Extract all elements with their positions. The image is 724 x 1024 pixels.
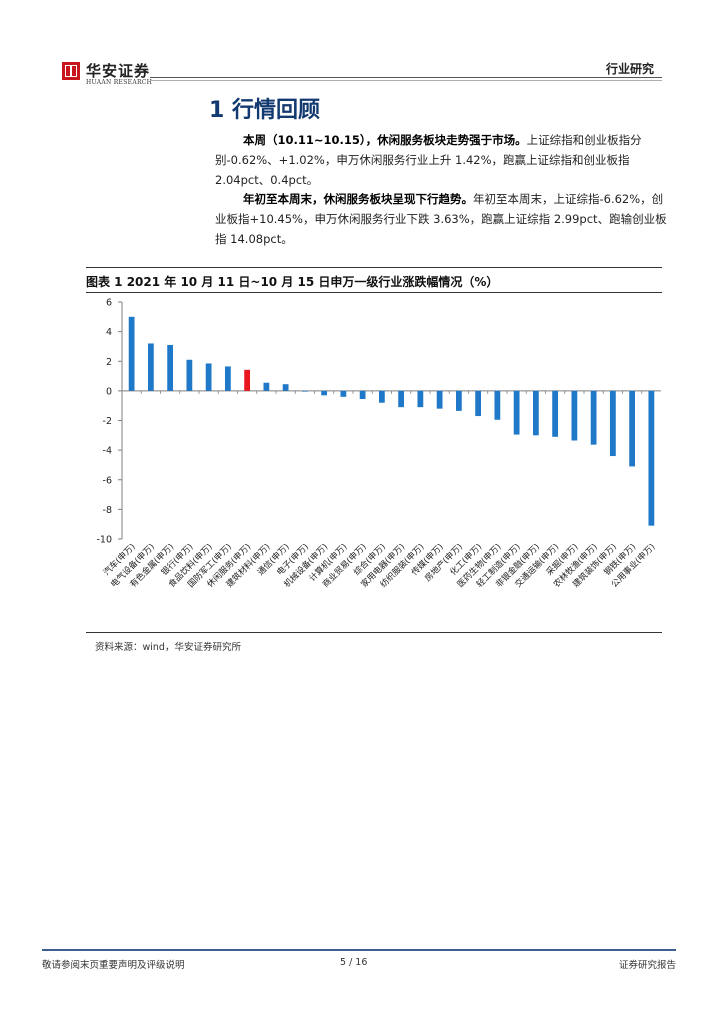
logo-text: 华安证券 [86,62,151,80]
y-tick-label: 0 [106,386,112,397]
bar-industry [513,390,520,435]
bar-industry [436,390,443,409]
figure-title: 图表 1 2021 年 10 月 11 日~10 月 15 日申万一级行业涨跌幅… [86,275,499,289]
bar-industry [359,390,366,400]
figure-title-rule [86,292,662,293]
bar-industry [186,359,193,391]
bar-industry [552,390,559,437]
bar-industry [571,390,578,441]
y-tick-label: -10 [96,535,112,546]
footer-report-type: 证券研究报告 [618,960,676,971]
bar-industry [282,384,289,391]
header-divider-thin [150,80,662,81]
logo-subtext: HUAAN RESEARCH [86,79,153,86]
footer-disclaimer: 敬请参阅末页重要声明及评级说明 [42,960,185,971]
paragraph-weekly: 本周（10.11~10.15），休闲服务板块走势强于市场。上证综指和创业板指分别… [215,130,667,190]
bar-industry [398,390,405,408]
y-tick-label: -2 [103,416,112,427]
figure-top-rule [86,267,662,268]
bar-industry [475,390,482,417]
bar-industry [417,390,424,408]
y-tick-label: 4 [106,327,112,338]
bar-highlight [244,369,251,391]
bar-industry [167,344,174,391]
bar-industry [263,382,270,391]
y-tick-label: -8 [103,505,112,516]
industry-return-bar-chart: 6420-2-4-6-8-10汽车(申万)电气设备(申万)有色金属(申万)银行(… [96,298,661,590]
bar-industry [301,390,308,392]
bar-industry [455,390,462,411]
bar-industry [609,390,616,457]
header-category: 行业研究 [605,62,654,76]
bar-industry [494,390,501,420]
company-logo-icon [62,62,80,80]
page-number: 5 / 16 [340,957,368,968]
y-tick-label: -6 [103,475,112,486]
paragraph-ytd-lead: 年初至本周末，休闲服务板块呈现下行趋势。 [243,192,473,206]
bar-industry [128,316,135,391]
bar-industry [532,390,539,436]
paragraph-ytd: 年初至本周末，休闲服务板块呈现下行趋势。年初至本周末，上证综指-6.62%，创业… [215,189,667,249]
bar-industry [321,390,328,396]
header-divider [150,77,662,78]
y-tick-label: 2 [106,357,112,368]
footer-divider [42,949,676,951]
figure-bottom-rule [86,632,662,633]
bar-industry [147,343,154,391]
bar-industry [590,390,597,445]
paragraph-weekly-body: 上证综指和创业板指分别-0.62%、+1.02%，申万休闲服务行业上升 1.42… [215,133,642,187]
figure-source: 资料来源：wind，华安证券研究所 [95,642,241,653]
bar-industry [378,390,385,403]
y-tick-label: -4 [103,446,112,457]
bar-industry [224,366,231,391]
paragraph-ytd-body: 年初至本周末，上证综指-6.62%，创业板指+10.45%，申万休闲服务行业下跌… [215,192,667,246]
bar-industry [205,363,212,391]
bar-industry [629,390,636,467]
section-title: 1 行情回顾 [209,98,320,123]
paragraph-weekly-lead: 本周（10.11~10.15），休闲服务板块走势强于市场。 [243,133,527,147]
bar-industry [340,390,347,397]
y-tick-label: 6 [106,298,112,309]
bar-industry [648,390,655,526]
